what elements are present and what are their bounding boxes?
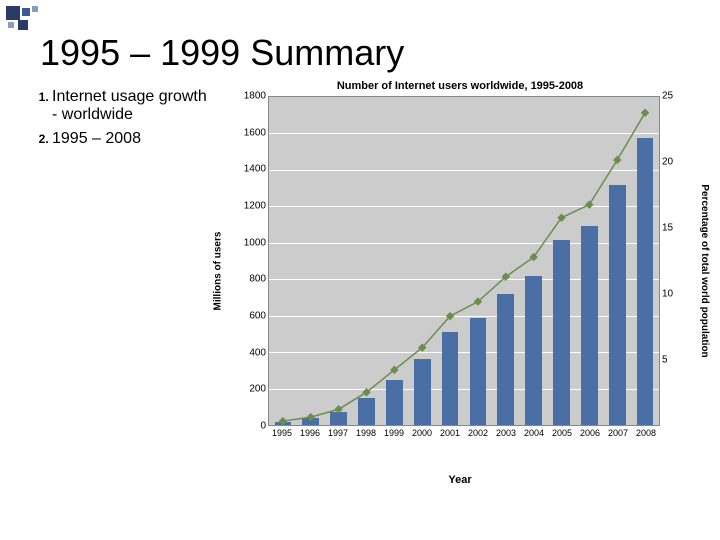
deco-square [22, 8, 30, 16]
slide-title: 1995 – 1999 Summary [40, 32, 404, 74]
chart-y1-tick: 600 [240, 311, 266, 322]
chart-x-tick: 2004 [524, 428, 544, 438]
list-item: 1995 – 2008 [52, 130, 210, 148]
chart-x-tick: 2008 [636, 428, 656, 438]
chart-marker [613, 156, 621, 164]
chart-x-tick: 1997 [328, 428, 348, 438]
bullet-list: Internet usage growth - worldwide 1995 – … [30, 88, 210, 154]
chart-x-tick: 1996 [300, 428, 320, 438]
chart-marker [585, 200, 593, 208]
chart-x-tick: 1998 [356, 428, 376, 438]
deco-square [18, 20, 28, 30]
chart-marker [334, 405, 342, 413]
chart-line-layer [269, 97, 659, 425]
chart-y1-tick: 1400 [240, 164, 266, 175]
chart-y1-tick: 1800 [240, 91, 266, 102]
chart-x-tick: 2001 [440, 428, 460, 438]
chart-y2-tick: 15 [662, 223, 684, 234]
chart-x-tick: 2006 [580, 428, 600, 438]
chart-marker [641, 109, 649, 117]
chart-plot [268, 96, 660, 426]
chart-y2-ticks: 510152025 [662, 96, 684, 426]
chart-plot-area: Millions of users Percentage of total wo… [220, 96, 700, 446]
chart-y1-tick: 800 [240, 274, 266, 285]
chart-x-tick: 1995 [272, 428, 292, 438]
chart-x-tick: 2003 [496, 428, 516, 438]
chart-y2-axis-label: Percentage of total world population [699, 184, 710, 357]
chart-y1-tick: 1600 [240, 127, 266, 138]
chart: Number of Internet users worldwide, 1995… [220, 80, 700, 500]
chart-y1-axis-label: Millions of users [213, 232, 224, 311]
chart-y1-tick: 1000 [240, 237, 266, 248]
deco-square [32, 6, 38, 12]
chart-line [283, 113, 645, 421]
chart-x-axis-label: Year [220, 474, 700, 486]
chart-marker [307, 413, 315, 421]
chart-x-ticks: 1995 1996 1997 1998 1999 2000 2001 2002 2003 2004… [268, 428, 660, 444]
chart-y2-tick: 20 [662, 157, 684, 168]
chart-y2-tick: 10 [662, 289, 684, 300]
chart-y1-ticks: 020040060080010001200140016001800 [240, 96, 266, 426]
chart-x-tick: 2002 [468, 428, 488, 438]
chart-title: Number of Internet users worldwide, 1995… [220, 80, 700, 92]
chart-y1-tick: 1200 [240, 201, 266, 212]
chart-y2-tick: 25 [662, 91, 684, 102]
chart-y1-tick: 200 [240, 384, 266, 395]
chart-x-tick: 2005 [552, 428, 572, 438]
chart-y1-tick: 400 [240, 347, 266, 358]
chart-x-tick: 1999 [384, 428, 404, 438]
chart-x-tick: 2000 [412, 428, 432, 438]
chart-marker [279, 417, 287, 425]
list-item: Internet usage growth - worldwide [52, 88, 210, 124]
chart-y1-tick: 0 [240, 421, 266, 432]
deco-square [8, 22, 14, 28]
chart-y2-tick: 5 [662, 355, 684, 366]
chart-x-tick: 2007 [608, 428, 628, 438]
deco-square [6, 6, 20, 20]
